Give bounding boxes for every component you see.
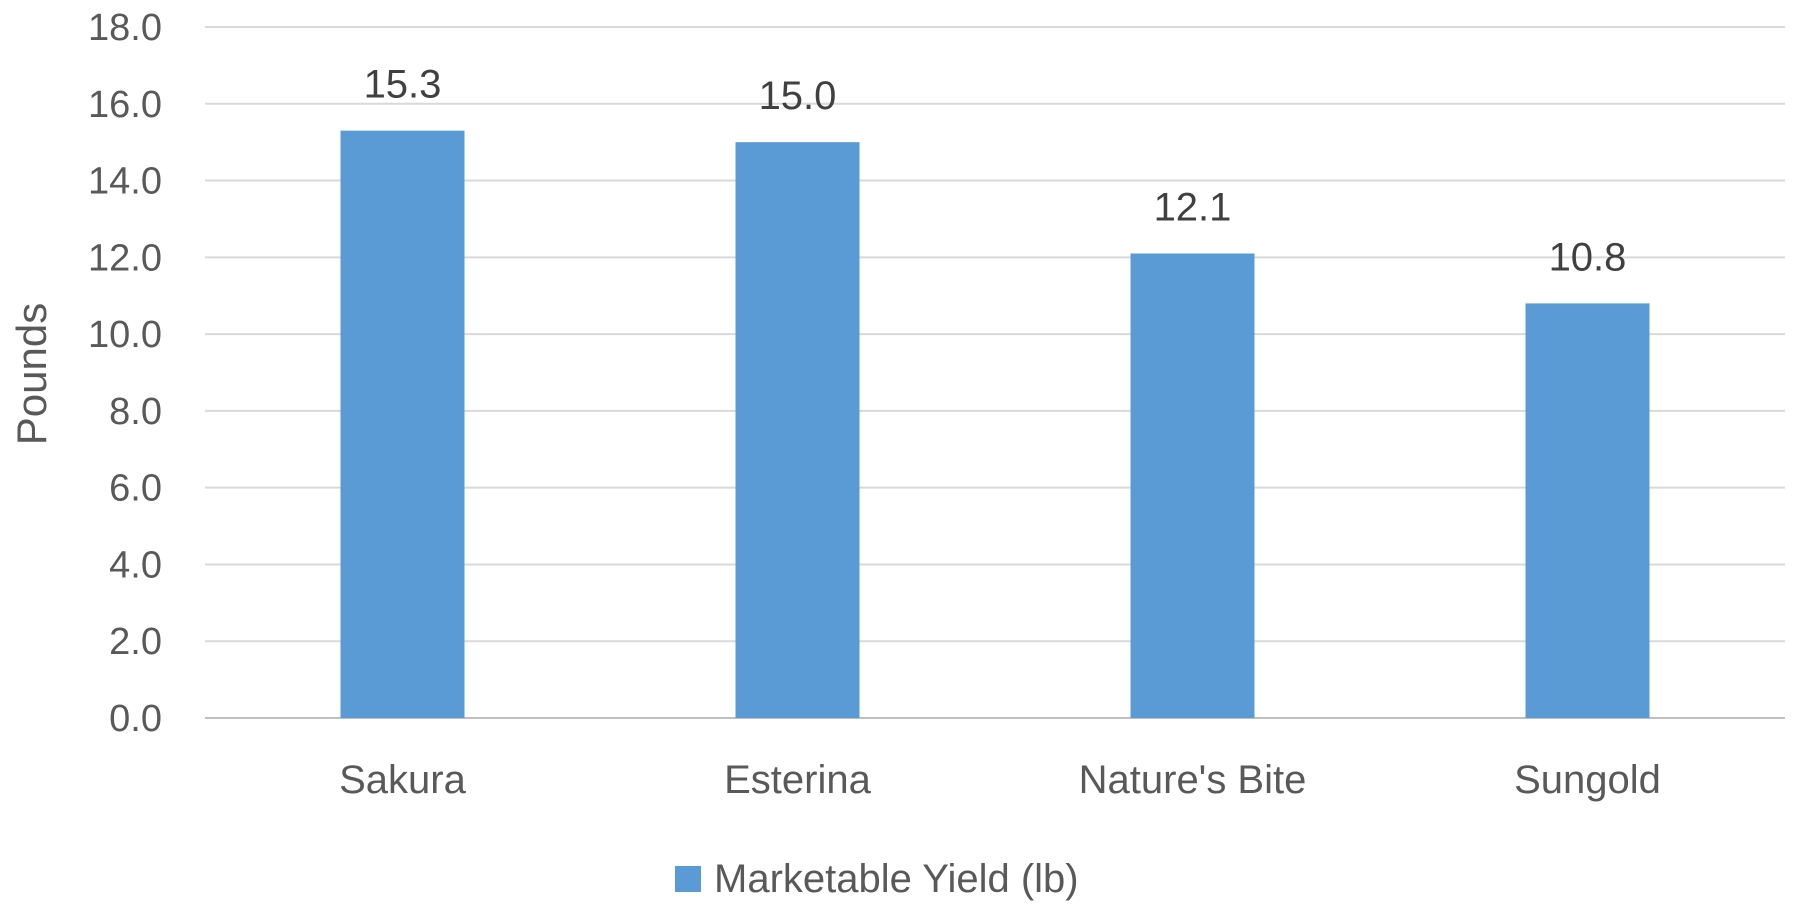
y-tick-label: 6.0 <box>109 468 162 510</box>
bars <box>340 130 1650 718</box>
x-category-label: Sakura <box>339 758 466 802</box>
x-axis-categories: Sakura Esterina Nature's Bite Sungold <box>339 758 1661 802</box>
y-tick-label: 8.0 <box>109 391 162 433</box>
y-tick-label: 12.0 <box>88 237 162 279</box>
y-axis-ticks: 0.0 2.0 4.0 6.0 8.0 10.0 12.0 14.0 16.0 18.0 <box>88 7 162 740</box>
data-label: 10.8 <box>1549 235 1627 279</box>
y-tick-label: 4.0 <box>109 544 162 586</box>
bar <box>735 142 860 718</box>
y-tick-label: 10.0 <box>88 314 162 356</box>
legend: Marketable Yield (lb) <box>675 857 1079 901</box>
y-tick-label: 18.0 <box>88 7 162 49</box>
y-axis-title: Pounds <box>8 303 55 445</box>
data-label: 15.0 <box>759 74 837 118</box>
data-label: 15.3 <box>364 63 442 107</box>
x-category-label: Esterina <box>724 758 871 802</box>
legend-swatch-icon <box>675 866 701 892</box>
bar <box>340 130 465 718</box>
bar <box>1525 303 1650 718</box>
x-category-label: Sungold <box>1514 758 1661 802</box>
bar <box>1130 253 1255 718</box>
y-tick-label: 16.0 <box>88 84 162 126</box>
data-label: 12.1 <box>1154 185 1232 229</box>
x-category-label: Nature's Bite <box>1079 758 1307 802</box>
y-tick-label: 0.0 <box>109 698 162 740</box>
legend-label: Marketable Yield (lb) <box>714 857 1079 901</box>
y-tick-label: 2.0 <box>109 621 162 663</box>
data-labels: 15.3 15.0 12.1 10.8 <box>364 63 1627 280</box>
y-tick-label: 14.0 <box>88 161 162 203</box>
gridlines <box>205 26 1785 719</box>
